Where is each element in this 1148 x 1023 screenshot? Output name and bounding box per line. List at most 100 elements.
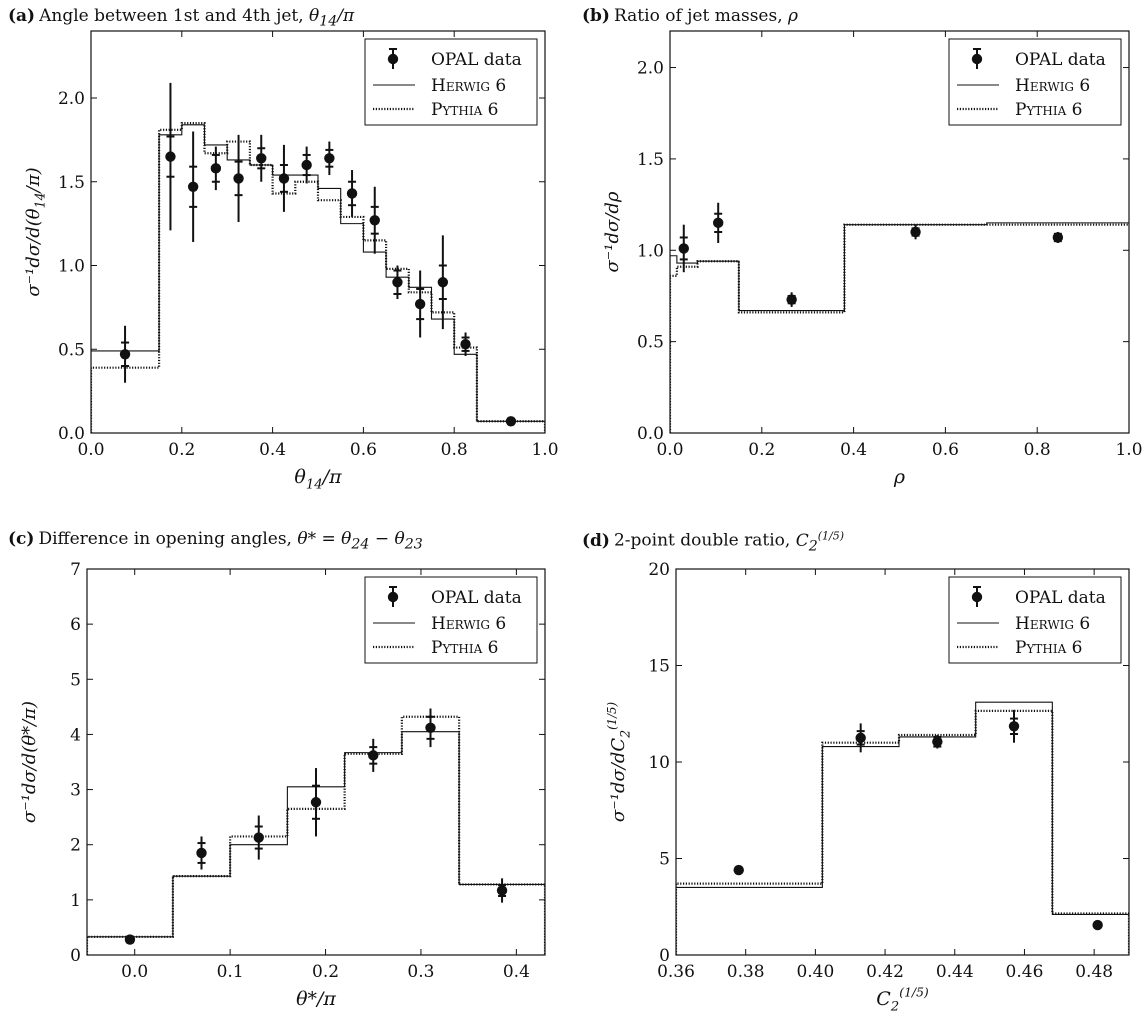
data-point xyxy=(932,734,943,749)
x-tick-label: 0.0 xyxy=(121,962,148,982)
y-tick-label: 15 xyxy=(648,657,670,677)
y-tick-label: 0.5 xyxy=(637,333,664,353)
x-tick-label: 0.3 xyxy=(407,962,434,982)
plot-frame xyxy=(669,30,1130,434)
legend-label-pythia: Pythia 6 xyxy=(431,638,498,658)
y-tick-label: 5 xyxy=(659,850,670,870)
legend-label-herwig: Herwig 6 xyxy=(431,76,506,96)
x-tick-label: 0.6 xyxy=(932,440,959,460)
y-tick-label: 5 xyxy=(70,670,81,690)
data-marker xyxy=(119,349,131,360)
y-tick-label: 7 xyxy=(70,560,81,580)
data-point xyxy=(425,708,436,748)
y-tick-label: 2.0 xyxy=(637,59,664,79)
chart-b: 0.0 0.2 0.4 0.6 0.8 1.0 0.0 0.5 1.0 1.5 2.0 ρ σ⁻¹dσ/… xyxy=(602,30,1143,488)
panel-d: (d) 2-point double ratio, C2(1/5) 0.36 0.3… xyxy=(574,505,1148,1023)
data-marker xyxy=(437,277,449,288)
data-point xyxy=(1092,919,1103,931)
panel-b-title: (b) Ratio of jet masses, ρ xyxy=(582,6,798,26)
data-marker xyxy=(278,173,290,184)
data-point xyxy=(678,224,689,273)
data-marker xyxy=(124,934,136,945)
y-tick-label: 3 xyxy=(70,781,81,801)
panel-a-title-prefix: (a) xyxy=(8,6,36,26)
data-marker xyxy=(1008,721,1020,732)
x-tick-label: 0.42 xyxy=(866,962,904,982)
panel-b: (b) Ratio of jet masses, ρ 0.0 0.2 0.4 0.6 0.… xyxy=(574,0,1148,505)
x-axis-label: ρ xyxy=(893,466,906,488)
pythia-6-histogram xyxy=(91,122,545,433)
legend: OPAL data Herwig 6 Pythia 6 xyxy=(948,38,1122,126)
legend-label-pythia: Pythia 6 xyxy=(1015,638,1082,658)
panel-c-title-math: θ* = θ24 − θ23 xyxy=(297,529,423,553)
data-point xyxy=(324,141,335,176)
data-marker xyxy=(346,188,358,199)
data-marker xyxy=(712,217,724,229)
data-point xyxy=(496,878,508,903)
chart-d: 0.36 0.38 0.40 0.42 0.44 0.46 0.48 0 5 10 15 20 C2(1… xyxy=(605,560,1130,1015)
y-tick-label: 0.0 xyxy=(58,424,85,444)
legend: OPAL data Herwig 6 Pythia 6 xyxy=(364,576,538,664)
data-point xyxy=(346,170,358,217)
x-tick-label: 0.40 xyxy=(796,962,834,982)
y-tick-label: 1.5 xyxy=(58,173,85,193)
data-point xyxy=(1052,232,1064,243)
data-marker xyxy=(392,277,403,288)
panel-a: (a) Angle between 1st and 4th jet, θ14/π … xyxy=(0,0,574,505)
data-point xyxy=(310,768,322,837)
y-tick-label: 10 xyxy=(648,753,670,773)
panel-c: (c) Difference in opening angles, θ* = θ2… xyxy=(0,505,574,1023)
x-tick-label: 0.48 xyxy=(1075,962,1113,982)
data-marker xyxy=(1092,919,1103,931)
data-point xyxy=(855,723,866,753)
data-point xyxy=(414,270,426,338)
x-tick-label: 0.1 xyxy=(217,962,244,982)
y-tick-label: 0.0 xyxy=(637,424,664,444)
x-tick-label: 0.2 xyxy=(748,440,775,460)
x-tick-label: 0.2 xyxy=(168,440,195,460)
legend-label-pythia: Pythia 6 xyxy=(431,100,498,120)
x-axis-label: θ14/π xyxy=(294,466,342,493)
chart-c: 0.0 0.1 0.2 0.3 0.4 0 1 2 3 4 5 6 7 θ*/π σ⁻¹dσ/d(θ*/π)… xyxy=(19,560,546,1010)
data-point xyxy=(256,134,267,182)
data-marker xyxy=(310,797,322,808)
x-tick-label: 0.8 xyxy=(1024,440,1051,460)
data-point xyxy=(505,416,517,427)
y-tick-label: 4 xyxy=(70,725,81,745)
data-point xyxy=(437,235,449,330)
y-tick-label: 0 xyxy=(659,946,670,966)
x-tick-label: 0.4 xyxy=(503,962,530,982)
data-marker xyxy=(932,736,943,747)
data-point xyxy=(278,144,290,212)
y-axis-label: σ⁻¹dσ/d(θ*/π) xyxy=(19,701,40,823)
legend-data-marker xyxy=(971,53,983,65)
x-tick-label: 0.2 xyxy=(312,962,339,982)
x-tick-label: 0.38 xyxy=(727,962,765,982)
y-tick-label: 1 xyxy=(70,891,81,911)
data-point xyxy=(368,738,379,772)
y-axis-label: σ⁻¹dσ/dρ xyxy=(602,191,623,272)
legend: OPAL data Herwig 6 Pythia 6 xyxy=(948,576,1122,664)
legend-label-herwig: Herwig 6 xyxy=(1015,614,1090,634)
x-tick-label: 1.0 xyxy=(531,440,558,460)
data-marker xyxy=(425,722,436,734)
panel-b-title-prefix: (b) xyxy=(582,6,610,26)
chart-a: 0.0 0.2 0.4 0.6 0.8 1.0 0.0 0.5 1.0 1.5 2.0 θ14/π σ⁻… xyxy=(23,30,559,493)
data-marker xyxy=(733,864,744,876)
data-point xyxy=(369,186,380,254)
x-tick-label: 0.0 xyxy=(656,440,683,460)
legend-label-herwig: Herwig 6 xyxy=(431,614,506,634)
data-point xyxy=(301,146,312,184)
data-marker xyxy=(301,159,312,171)
x-axis-label: θ*/π xyxy=(296,988,336,1010)
data-point xyxy=(253,815,264,860)
legend-data-marker xyxy=(387,591,399,603)
plot-frame xyxy=(86,568,546,956)
data-marker xyxy=(196,847,207,859)
legend-label-data: OPAL data xyxy=(1015,50,1106,70)
data-marker xyxy=(678,243,689,254)
panel-d-title-math: C2(1/5) xyxy=(795,529,845,555)
data-point xyxy=(786,292,797,307)
data-marker xyxy=(505,416,517,427)
legend-label-data: OPAL data xyxy=(431,50,522,70)
